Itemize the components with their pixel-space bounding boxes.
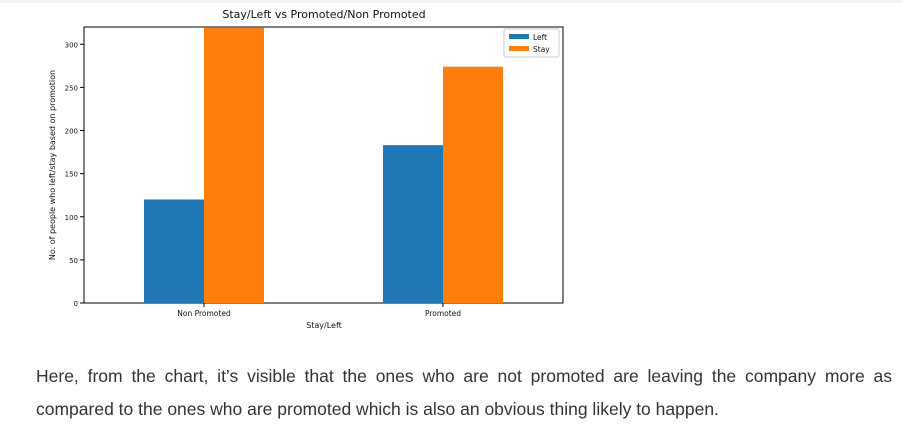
y-tick-label: 150 [65,171,78,179]
y-axis-label: No. of people who left/stay based on pro… [48,70,57,260]
top-divider [0,0,903,3]
legend: Left Stay [503,28,560,58]
y-tick-label: 250 [65,84,78,92]
bars [144,27,503,304]
bar-chart: Stay/Left vs Promoted/Non Promoted 0 50 10… [48,8,564,330]
y-axis: 0 50 100 150 200 250 300 [65,41,84,308]
chart-caption: Here, from the chart, it’s visible that … [36,366,892,419]
y-tick-label: 200 [65,128,78,136]
chart-title: Stay/Left vs Promoted/Non Promoted [222,8,425,21]
x-tick-label: Promoted [425,309,461,318]
x-axis-label: Stay/Left [306,321,342,330]
legend-swatch-left [509,34,529,39]
x-axis: Non Promoted Promoted [177,303,461,318]
legend-label-left: Left [533,33,547,42]
legend-swatch-stay [509,46,529,51]
y-tick-label: 300 [65,41,78,49]
bar-left-promoted [383,145,443,303]
legend-box [503,28,560,58]
bar-left-non-promoted [144,199,204,303]
y-tick-label: 100 [65,214,78,222]
legend-label-stay: Stay [533,45,550,54]
plot-area [83,26,564,304]
x-tick-label: Non Promoted [177,309,231,318]
bar-stay-promoted [443,66,503,303]
y-tick-label: 0 [74,300,78,308]
y-tick-label: 50 [69,257,78,265]
bar-stay-non-promoted [204,27,264,304]
